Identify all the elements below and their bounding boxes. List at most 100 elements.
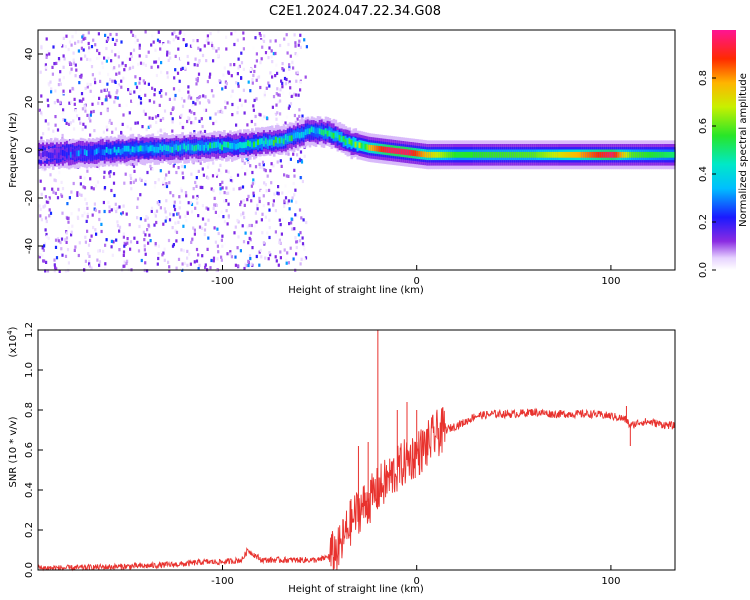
heatmap-noise-cell — [124, 76, 127, 81]
heatmap-band-cell — [261, 139, 264, 150]
heatmap-band-cell — [117, 147, 121, 153]
heatmap-noise-cell — [62, 36, 65, 40]
heatmap-noise-cell — [214, 112, 217, 116]
heatmap-noise-cell — [128, 223, 131, 227]
heatmap-noise-cell — [221, 180, 224, 184]
heatmap-band-cell — [352, 141, 356, 148]
heatmap-noise-cell — [283, 76, 287, 81]
heatmap-noise-cell — [265, 86, 268, 90]
heatmap-noise-cell — [237, 84, 240, 88]
heatmap-noise-cell — [41, 246, 44, 250]
heatmap-noise-cell — [173, 208, 177, 212]
heatmap-noise-cell — [147, 50, 150, 54]
heatmap-noise-cell — [53, 178, 56, 182]
heatmap-noise-cell — [130, 30, 133, 34]
heatmap-noise-cell — [146, 170, 149, 175]
heatmap-noise-cell — [47, 82, 50, 86]
heatmap-noise-cell — [134, 75, 137, 79]
heatmap-noise-cell — [155, 209, 159, 213]
heatmap-noise-cell — [181, 262, 184, 266]
heatmap-noise-cell — [286, 51, 289, 55]
heatmap-noise-cell — [73, 248, 76, 252]
heatmap-noise-cell — [204, 95, 207, 99]
heatmap-noise-cell — [145, 128, 148, 132]
heatmap-noise-cell — [53, 269, 56, 273]
heatmap-noise-cell — [162, 43, 165, 47]
heatmap-noise-cell — [161, 253, 164, 257]
heatmap-noise-cell — [80, 46, 83, 50]
heatmap-noise-cell — [100, 222, 103, 226]
heatmap-noise-cell — [158, 44, 161, 48]
heatmap-noise-cell — [162, 117, 165, 121]
heatmap-noise-cell — [201, 185, 204, 190]
heatmap-noise-cell — [202, 102, 205, 106]
heatmap-band-cell — [223, 142, 226, 153]
heatmap-noise-cell — [281, 67, 284, 71]
heatmap-noise-cell — [126, 237, 129, 241]
heatmap-noise-cell — [88, 259, 91, 264]
x-tick-label: -100 — [211, 276, 234, 287]
heatmap-noise-cell — [204, 108, 208, 112]
snr-panel: -100 0 100 0.00.20.40.60.81.01.2 Height of… — [6, 322, 676, 595]
heatmap-noise-cell — [276, 71, 279, 75]
heatmap-noise-cell — [231, 89, 234, 93]
heatmap-band-cell — [422, 151, 425, 158]
heatmap-noise-cell — [77, 40, 80, 44]
heatmap-band-cell — [665, 151, 668, 158]
heatmap-band-cell — [517, 151, 521, 158]
heatmap-band-cell — [458, 151, 461, 158]
heatmap-noise-cell — [301, 179, 304, 184]
heatmap-noise-cell — [246, 225, 249, 229]
heatmap-band-cell — [585, 151, 588, 158]
heatmap-noise-cell — [277, 100, 280, 104]
heatmap-noise-cell — [268, 235, 271, 240]
heatmap-noise-cell — [175, 266, 178, 270]
heatmap-noise-cell — [48, 214, 51, 218]
heatmap-band-cell — [513, 151, 517, 158]
heatmap-noise-cell — [293, 168, 296, 172]
heatmap-noise-cell — [110, 121, 113, 125]
heatmap-noise-cell — [120, 212, 123, 216]
heatmap-noise-cell — [261, 160, 265, 164]
heatmap-noise-cell — [129, 176, 133, 180]
heatmap-noise-cell — [222, 215, 225, 219]
heatmap-noise-cell — [221, 244, 224, 248]
heatmap-band-cell — [615, 151, 618, 158]
heatmap-noise-cell — [187, 116, 190, 120]
heatmap-band-cell — [51, 152, 55, 159]
heatmap-noise-cell — [137, 249, 141, 253]
heatmap-noise-cell — [277, 191, 280, 196]
heatmap-noise-cell — [203, 44, 206, 48]
heatmap-noise-cell — [118, 71, 121, 75]
heatmap-band-cell — [446, 151, 449, 158]
heatmap-band-cell — [264, 138, 268, 145]
heatmap-noise-cell — [114, 42, 117, 46]
heatmap-noise-cell — [73, 97, 76, 101]
heatmap-band-cell — [396, 148, 399, 154]
heatmap-noise-cell — [259, 248, 262, 252]
heatmap-band-cell — [302, 131, 306, 138]
heatmap-noise-cell — [115, 209, 118, 214]
heatmap-noise-cell — [287, 174, 290, 178]
heatmap-noise-cell — [193, 260, 196, 264]
heatmap-noise-cell — [177, 257, 181, 261]
heatmap-noise-cell — [99, 79, 102, 83]
heatmap-band-cell — [213, 142, 216, 148]
heatmap-noise-cell — [227, 202, 230, 206]
heatmap-noise-cell — [177, 36, 180, 40]
heatmap-noise-cell — [48, 196, 51, 200]
heatmap-noise-cell — [79, 121, 82, 125]
heatmap-noise-cell — [121, 61, 124, 65]
heatmap-noise-cell — [266, 231, 269, 235]
heatmap-noise-cell — [226, 252, 229, 256]
heatmap-noise-cell — [215, 172, 218, 176]
heatmap-noise-cell — [151, 167, 154, 171]
heatmap-noise-cell — [97, 56, 100, 60]
heatmap-noise-cell — [225, 191, 228, 195]
heatmap-noise-cell — [205, 39, 208, 43]
heatmap-band-cell — [539, 151, 543, 158]
heatmap-noise-cell — [157, 130, 160, 134]
heatmap-noise-cell — [84, 235, 87, 239]
heatmap-noise-cell — [59, 43, 63, 47]
heatmap-noise-cell — [118, 205, 121, 209]
